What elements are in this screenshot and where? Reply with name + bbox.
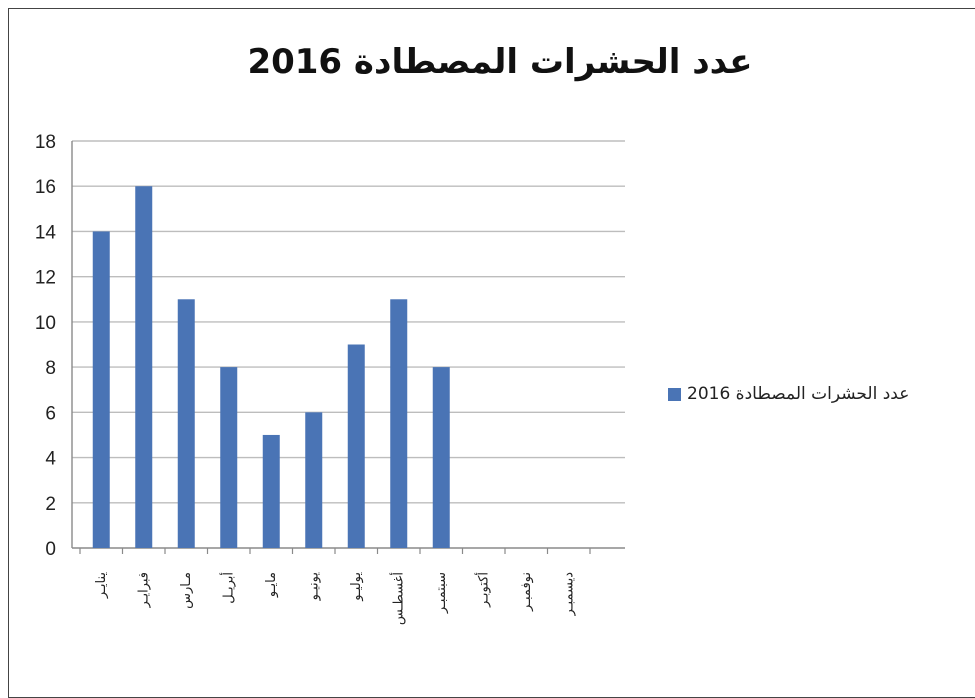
bar	[135, 186, 153, 548]
x-tick-label: مايـو	[264, 572, 279, 598]
bar	[390, 299, 408, 548]
bar	[220, 367, 238, 548]
y-tick-label: 6	[45, 403, 56, 424]
bar	[177, 299, 195, 548]
x-tick-label: أغسطـس	[389, 572, 406, 625]
legend-swatch	[668, 387, 681, 401]
x-tick-label: ديسمبـر	[561, 572, 576, 617]
bar	[262, 434, 280, 548]
x-tick-label: سبتمبـر	[434, 572, 449, 614]
y-tick-label: 16	[35, 177, 56, 198]
y-tick-label: 14	[35, 222, 57, 243]
y-tick-label: 8	[45, 358, 56, 379]
x-tick-label: أبريـل	[219, 572, 236, 604]
x-tick-label: فبرايـر	[136, 572, 151, 609]
y-tick-label: 0	[45, 539, 56, 560]
x-tick-label: أكتوبـر	[474, 572, 491, 608]
x-tick-label: يونيـو	[306, 572, 321, 602]
bar	[347, 344, 365, 548]
legend: عدد الحشرات المصطادة 2016	[668, 384, 909, 404]
bar	[92, 231, 110, 548]
chart-frame	[8, 8, 975, 698]
y-tick-label: 10	[35, 313, 56, 334]
bar	[432, 367, 450, 548]
x-tick-label: مـارس	[179, 572, 194, 609]
legend-label: عدد الحشرات المصطادة 2016	[687, 384, 910, 404]
y-tick-label: 18	[35, 132, 56, 153]
x-tick-label: يوليـو	[349, 572, 364, 602]
x-tick-label: ينايـر	[94, 572, 109, 599]
chart-title: عدد الحشرات المصطادة 2016	[247, 42, 753, 82]
y-tick-label: 4	[45, 449, 56, 470]
x-tick-label: نوفمبـر	[519, 572, 534, 612]
y-tick-label: 2	[45, 494, 56, 515]
y-tick-label: 12	[35, 268, 56, 289]
bar	[305, 412, 323, 548]
